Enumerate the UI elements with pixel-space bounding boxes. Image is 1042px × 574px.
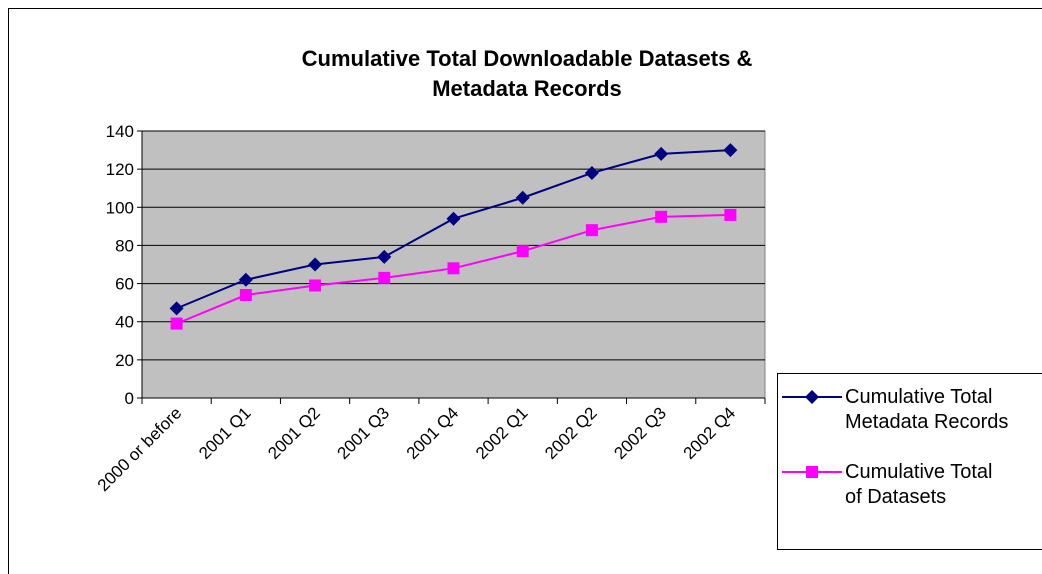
point: [446, 211, 461, 226]
legend-label: Cumulative Total Metadata Records: [845, 386, 1009, 433]
y-tick-label: 100: [106, 198, 134, 217]
y-tick-label: 120: [106, 160, 134, 179]
chart-title: Cumulative Total Downloadable Datasets &…: [301, 46, 753, 101]
y-tick-label: 80: [115, 236, 134, 255]
point: [238, 272, 253, 287]
point: [655, 210, 668, 223]
y-tick-label: 40: [115, 313, 134, 332]
point: [654, 146, 669, 161]
y-tick-label: 20: [115, 351, 134, 370]
legend-label: Cumulative Total of Datasets: [845, 461, 993, 508]
point: [377, 249, 392, 264]
point: [805, 390, 819, 404]
point: [585, 224, 598, 237]
point: [308, 257, 323, 272]
point: [309, 279, 322, 292]
point: [516, 245, 529, 258]
point: [239, 289, 252, 302]
point: [723, 143, 738, 158]
y-tick-label: 140: [106, 122, 134, 141]
point: [447, 262, 460, 275]
point: [169, 301, 184, 316]
point: [724, 208, 737, 221]
point: [170, 317, 183, 330]
y-tick-label: 0: [125, 389, 134, 408]
y-tick-label: 60: [115, 275, 134, 294]
point: [584, 165, 599, 180]
point: [378, 271, 391, 284]
point: [806, 466, 818, 478]
legend-box: [777, 373, 1042, 550]
point: [515, 190, 530, 205]
